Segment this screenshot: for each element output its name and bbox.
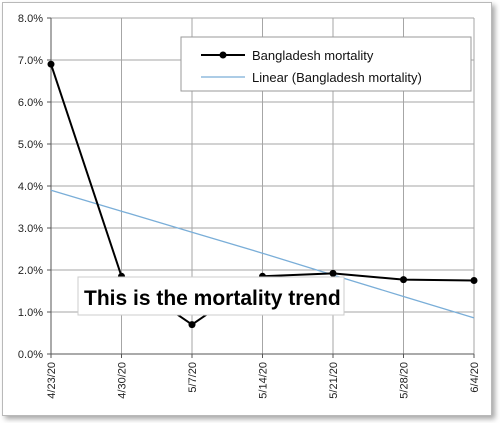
y-tick-label: 1.0% [18,307,43,319]
x-tick-label: 6/4/20 [469,362,481,393]
linear-trendline [50,189,475,319]
y-tick-label: 2.0% [18,265,43,277]
x-tick-label: 5/21/20 [328,362,340,399]
y-tick-label: 4.0% [18,181,43,193]
legend-label-linear-trend: Linear (Bangladesh mortality) [252,70,422,85]
axes [47,17,475,358]
x-tick-label: 4/30/20 [117,362,129,399]
legend-marker-bangladesh-mortality [219,51,227,59]
annotation-text: This is the mortality trend [84,287,341,310]
legend: Bangladesh mortality Linear (Bangladesh … [180,36,472,92]
y-tick-label: 5.0% [18,139,43,151]
annotation-box [77,276,345,316]
y-tick-label: 0.0% [18,349,43,361]
mortality-data-point [329,269,337,277]
y-tick-label: 7.0% [18,55,43,67]
y-tick-label: 6.0% [18,97,43,109]
mortality-data-point [188,321,196,329]
mortality-data-point [400,276,407,284]
mortality-data-point [47,60,55,68]
y-tick-labels: 0.0% 1.0% 2.0% 3.0% 4.0% 5.0% 6.0% 7.0% 8.0% [18,13,43,361]
x-tick-label: 5/14/20 [258,362,270,399]
y-tick-label: 8.0% [18,13,43,25]
mortality-data-point [470,277,478,284]
legend-box [180,36,472,92]
x-tick-labels: 4/23/20 4/30/20 5/7/20 5/14/20 5/21/20 5/28/2… [46,362,481,399]
x-tick-label: 5/28/20 [399,362,411,399]
y-tick-label: 3.0% [18,223,43,235]
legend-label-bangladesh-mortality: Bangladesh mortality [252,48,374,63]
x-tick-label: 4/23/20 [46,362,58,399]
annotation-callout: This is the mortality trend [77,276,345,316]
x-tick-label: 5/7/20 [187,362,199,393]
